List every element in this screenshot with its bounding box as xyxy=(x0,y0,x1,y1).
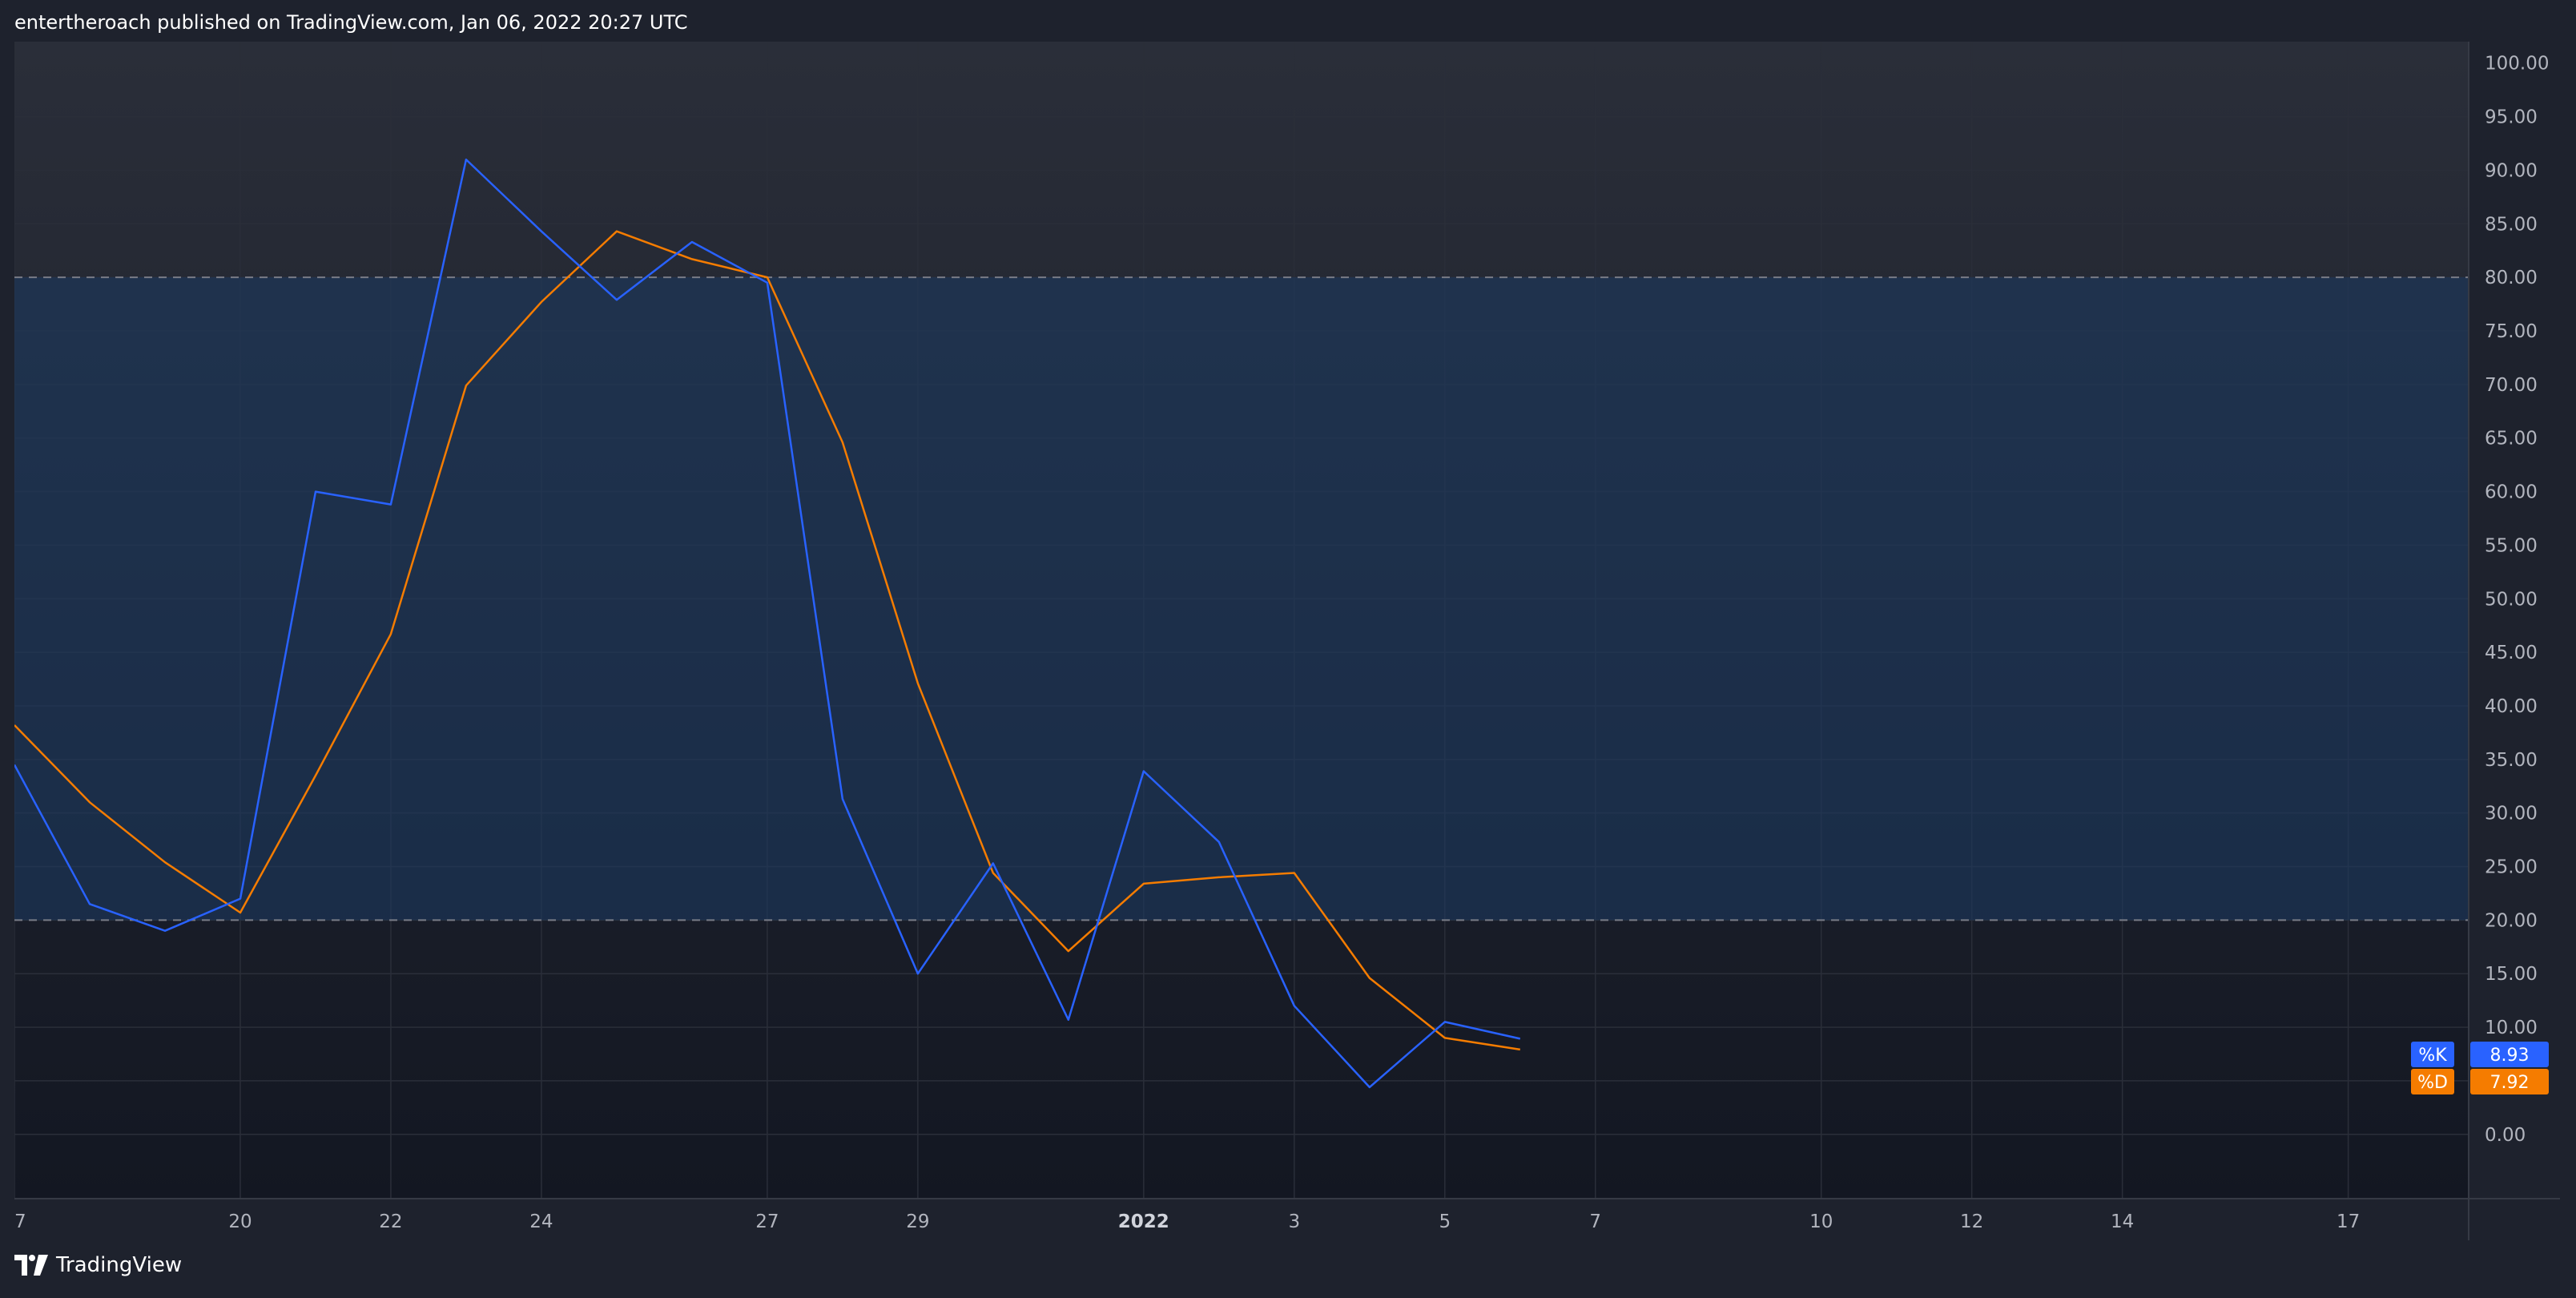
x-tick-label: 22 xyxy=(379,1211,402,1232)
y-tick-label: 55.00 xyxy=(2485,535,2538,556)
y-tick-label: 50.00 xyxy=(2485,589,2538,610)
x-tick-label: 7 xyxy=(14,1211,26,1232)
band-fill xyxy=(14,277,2469,921)
x-tick-label: 14 xyxy=(2111,1211,2134,1232)
x-tick-label: 7 xyxy=(1589,1211,1601,1232)
y-tick-label: 20.00 xyxy=(2485,910,2538,931)
x-tick-label: 24 xyxy=(529,1211,553,1232)
chart-pane[interactable]: 100.00 95.00 90.00 85.00 80.00 75.00 70.00 65.0… xyxy=(14,42,2560,1240)
publish-info: entertheroach published on TradingView.c… xyxy=(14,11,688,34)
x-tick-label: 29 xyxy=(906,1211,929,1232)
y-tick-label: 85.00 xyxy=(2485,214,2538,235)
price-axis[interactable]: 100.00 95.00 90.00 85.00 80.00 75.00 70.00 65.0… xyxy=(2485,54,2549,1146)
stochastic-chart[interactable]: 100.0095.0090.0085.0080.0075.0070.0065.0… xyxy=(14,42,2560,1240)
y-tick-label: 95.00 xyxy=(2485,107,2538,128)
y-tick-label: 80.00 xyxy=(2485,268,2538,288)
series-line-k xyxy=(14,158,1521,1089)
y-tick-label: 70.00 xyxy=(2485,375,2538,396)
brand-name: TradingView xyxy=(56,1253,183,1277)
y-tick-label: 0.00 xyxy=(2485,1125,2526,1146)
y-tick-label: 100.00 xyxy=(2485,54,2549,75)
x-tick-label: 2022 xyxy=(1118,1211,1169,1232)
y-tick-label: 15.00 xyxy=(2485,964,2538,985)
series-lines xyxy=(14,158,1521,1089)
time-axis[interactable]: 7 20 22 24 27 29 2022 3 5 7 10 12 14 17 xyxy=(14,1211,2360,1232)
y-tick-label: 45.00 xyxy=(2485,643,2538,663)
last-value-badges: %K 8.93 %D 7.92 xyxy=(2411,1042,2549,1094)
x-tick-label: 20 xyxy=(228,1211,252,1232)
x-tick-label: 3 xyxy=(1288,1211,1300,1232)
value-label: 8.93 xyxy=(2490,1046,2530,1066)
y-tick-label: 40.00 xyxy=(2485,696,2538,717)
value-label: 7.92 xyxy=(2490,1073,2530,1093)
overbought-oversold-band xyxy=(14,276,2469,921)
x-tick-label: 10 xyxy=(1809,1211,1833,1232)
x-tick-label: 17 xyxy=(2337,1211,2360,1232)
series-line-d xyxy=(14,230,1520,1051)
y-tick-label: 35.00 xyxy=(2485,750,2538,771)
y-tick-label: 75.00 xyxy=(2485,321,2538,342)
footer: TradingView xyxy=(0,1240,2576,1298)
y-tick-label: 10.00 xyxy=(2485,1018,2538,1038)
y-tick-label: 30.00 xyxy=(2485,804,2538,824)
last-value-badge-k: %K 8.93 xyxy=(2411,1042,2549,1067)
x-tick-label: 27 xyxy=(755,1211,779,1232)
y-tick-label: 25.00 xyxy=(2485,857,2538,878)
y-tick-label: 60.00 xyxy=(2485,482,2538,503)
series-name-badge xyxy=(2411,1042,2454,1067)
x-tick-label: 12 xyxy=(1960,1211,1983,1232)
publish-header: entertheroach published on TradingView.c… xyxy=(0,0,2576,42)
value-badge xyxy=(2470,1069,2549,1094)
tradingview-brand[interactable]: TradingView xyxy=(14,1253,182,1277)
y-tick-label: 65.00 xyxy=(2485,429,2538,449)
value-badge xyxy=(2470,1042,2549,1067)
series-name-label: %K xyxy=(2418,1046,2447,1066)
x-tick-label: 5 xyxy=(1439,1211,1451,1232)
series-name-badge xyxy=(2411,1069,2454,1094)
tradingview-logo-icon xyxy=(14,1255,48,1276)
y-tick-label: 90.00 xyxy=(2485,160,2538,181)
series-name-label: %D xyxy=(2417,1073,2448,1093)
last-value-badge-d: %D 7.92 xyxy=(2411,1069,2549,1094)
